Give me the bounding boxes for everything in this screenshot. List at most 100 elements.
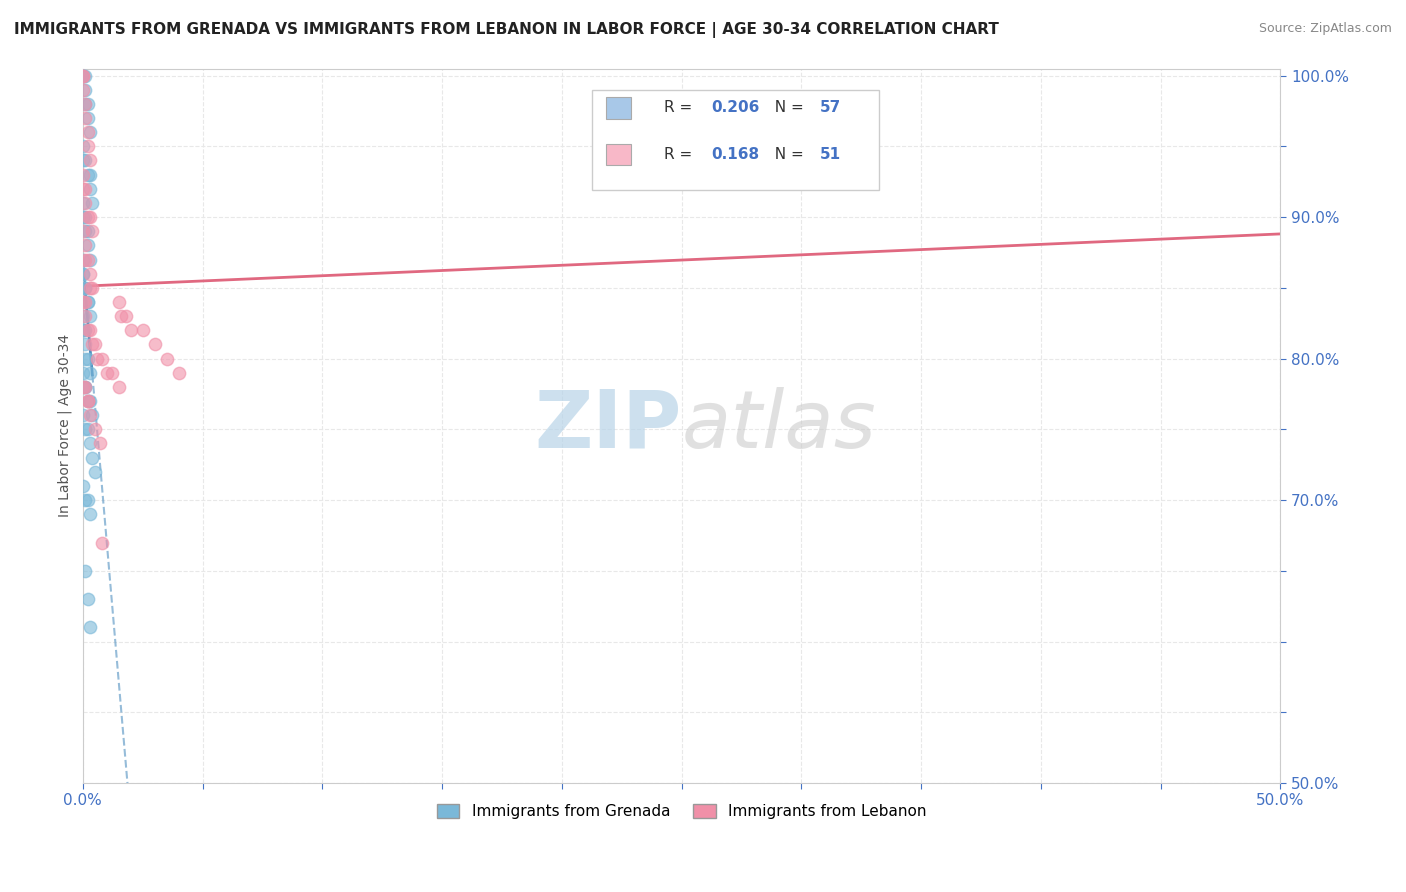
Point	[76, 224, 98, 238]
Point	[82, 450, 104, 465]
Point	[107, 295, 129, 310]
Point	[75, 295, 97, 310]
Point	[82, 408, 104, 422]
Point	[156, 351, 179, 366]
Point	[75, 182, 97, 196]
Point	[79, 168, 101, 182]
Point	[79, 507, 101, 521]
Point	[76, 323, 98, 337]
Point	[79, 366, 101, 380]
Point	[79, 210, 101, 224]
Point	[86, 351, 108, 366]
Point	[75, 96, 97, 111]
Point	[96, 366, 118, 380]
Point	[76, 295, 98, 310]
Point	[72, 267, 94, 281]
Text: IMMIGRANTS FROM GRENADA VS IMMIGRANTS FROM LEBANON IN LABOR FORCE | AGE 30-34 CO: IMMIGRANTS FROM GRENADA VS IMMIGRANTS FR…	[14, 22, 998, 38]
Point	[107, 380, 129, 394]
Point	[79, 281, 101, 295]
Point	[76, 394, 98, 409]
Point	[72, 295, 94, 310]
Point	[76, 96, 98, 111]
Point	[143, 337, 166, 351]
Point	[82, 281, 104, 295]
Point	[75, 380, 97, 394]
Point	[76, 295, 98, 310]
Point	[76, 592, 98, 607]
Point	[91, 535, 114, 549]
Point	[72, 309, 94, 323]
Point	[75, 351, 97, 366]
Point	[76, 394, 98, 409]
Point	[76, 351, 98, 366]
Point	[72, 267, 94, 281]
Point	[75, 153, 97, 168]
Text: 57: 57	[820, 100, 841, 115]
Point	[599, 168, 621, 182]
Point	[75, 252, 97, 267]
Point	[72, 83, 94, 97]
Point	[75, 196, 97, 211]
Point	[72, 153, 94, 168]
Point	[75, 337, 97, 351]
Point	[79, 408, 101, 422]
Point	[72, 69, 94, 83]
Text: atlas: atlas	[682, 387, 876, 465]
Point	[76, 125, 98, 139]
Point	[79, 323, 101, 337]
Point	[75, 69, 97, 83]
Legend: Immigrants from Grenada, Immigrants from Lebanon: Immigrants from Grenada, Immigrants from…	[430, 798, 932, 825]
Point	[72, 366, 94, 380]
Point	[115, 309, 138, 323]
Point	[72, 323, 94, 337]
Text: Source: ZipAtlas.com: Source: ZipAtlas.com	[1258, 22, 1392, 36]
Point	[100, 366, 122, 380]
Point	[83, 422, 105, 436]
Point	[76, 422, 98, 436]
Text: R =: R =	[664, 147, 697, 161]
Point	[75, 210, 97, 224]
Point	[131, 323, 153, 337]
Point	[72, 69, 94, 83]
Point	[75, 224, 97, 238]
Point	[75, 323, 97, 337]
Text: R =: R =	[664, 100, 697, 115]
Point	[110, 309, 132, 323]
Point	[120, 323, 142, 337]
Point	[72, 210, 94, 224]
Point	[79, 125, 101, 139]
Point	[82, 337, 104, 351]
Point	[72, 139, 94, 153]
Point	[79, 252, 101, 267]
FancyBboxPatch shape	[592, 90, 879, 190]
Point	[82, 196, 104, 211]
Point	[72, 69, 94, 83]
Text: N =: N =	[765, 100, 808, 115]
Point	[79, 153, 101, 168]
Point	[75, 309, 97, 323]
Point	[75, 564, 97, 578]
Point	[72, 69, 94, 83]
Point	[75, 111, 97, 125]
Point	[79, 394, 101, 409]
Point	[76, 111, 98, 125]
Point	[72, 252, 94, 267]
Point	[72, 168, 94, 182]
Point	[167, 366, 190, 380]
Point	[89, 436, 111, 450]
Point	[75, 422, 97, 436]
Point	[72, 479, 94, 493]
Point	[75, 83, 97, 97]
Point	[91, 351, 114, 366]
Point	[75, 380, 97, 394]
Point	[79, 267, 101, 281]
Point	[75, 281, 97, 295]
Point	[79, 182, 101, 196]
Text: 0.168: 0.168	[711, 147, 759, 161]
FancyBboxPatch shape	[606, 97, 631, 119]
Point	[72, 323, 94, 337]
Text: 0.206: 0.206	[711, 100, 759, 115]
Point	[79, 309, 101, 323]
Point	[83, 465, 105, 479]
Point	[72, 224, 94, 238]
